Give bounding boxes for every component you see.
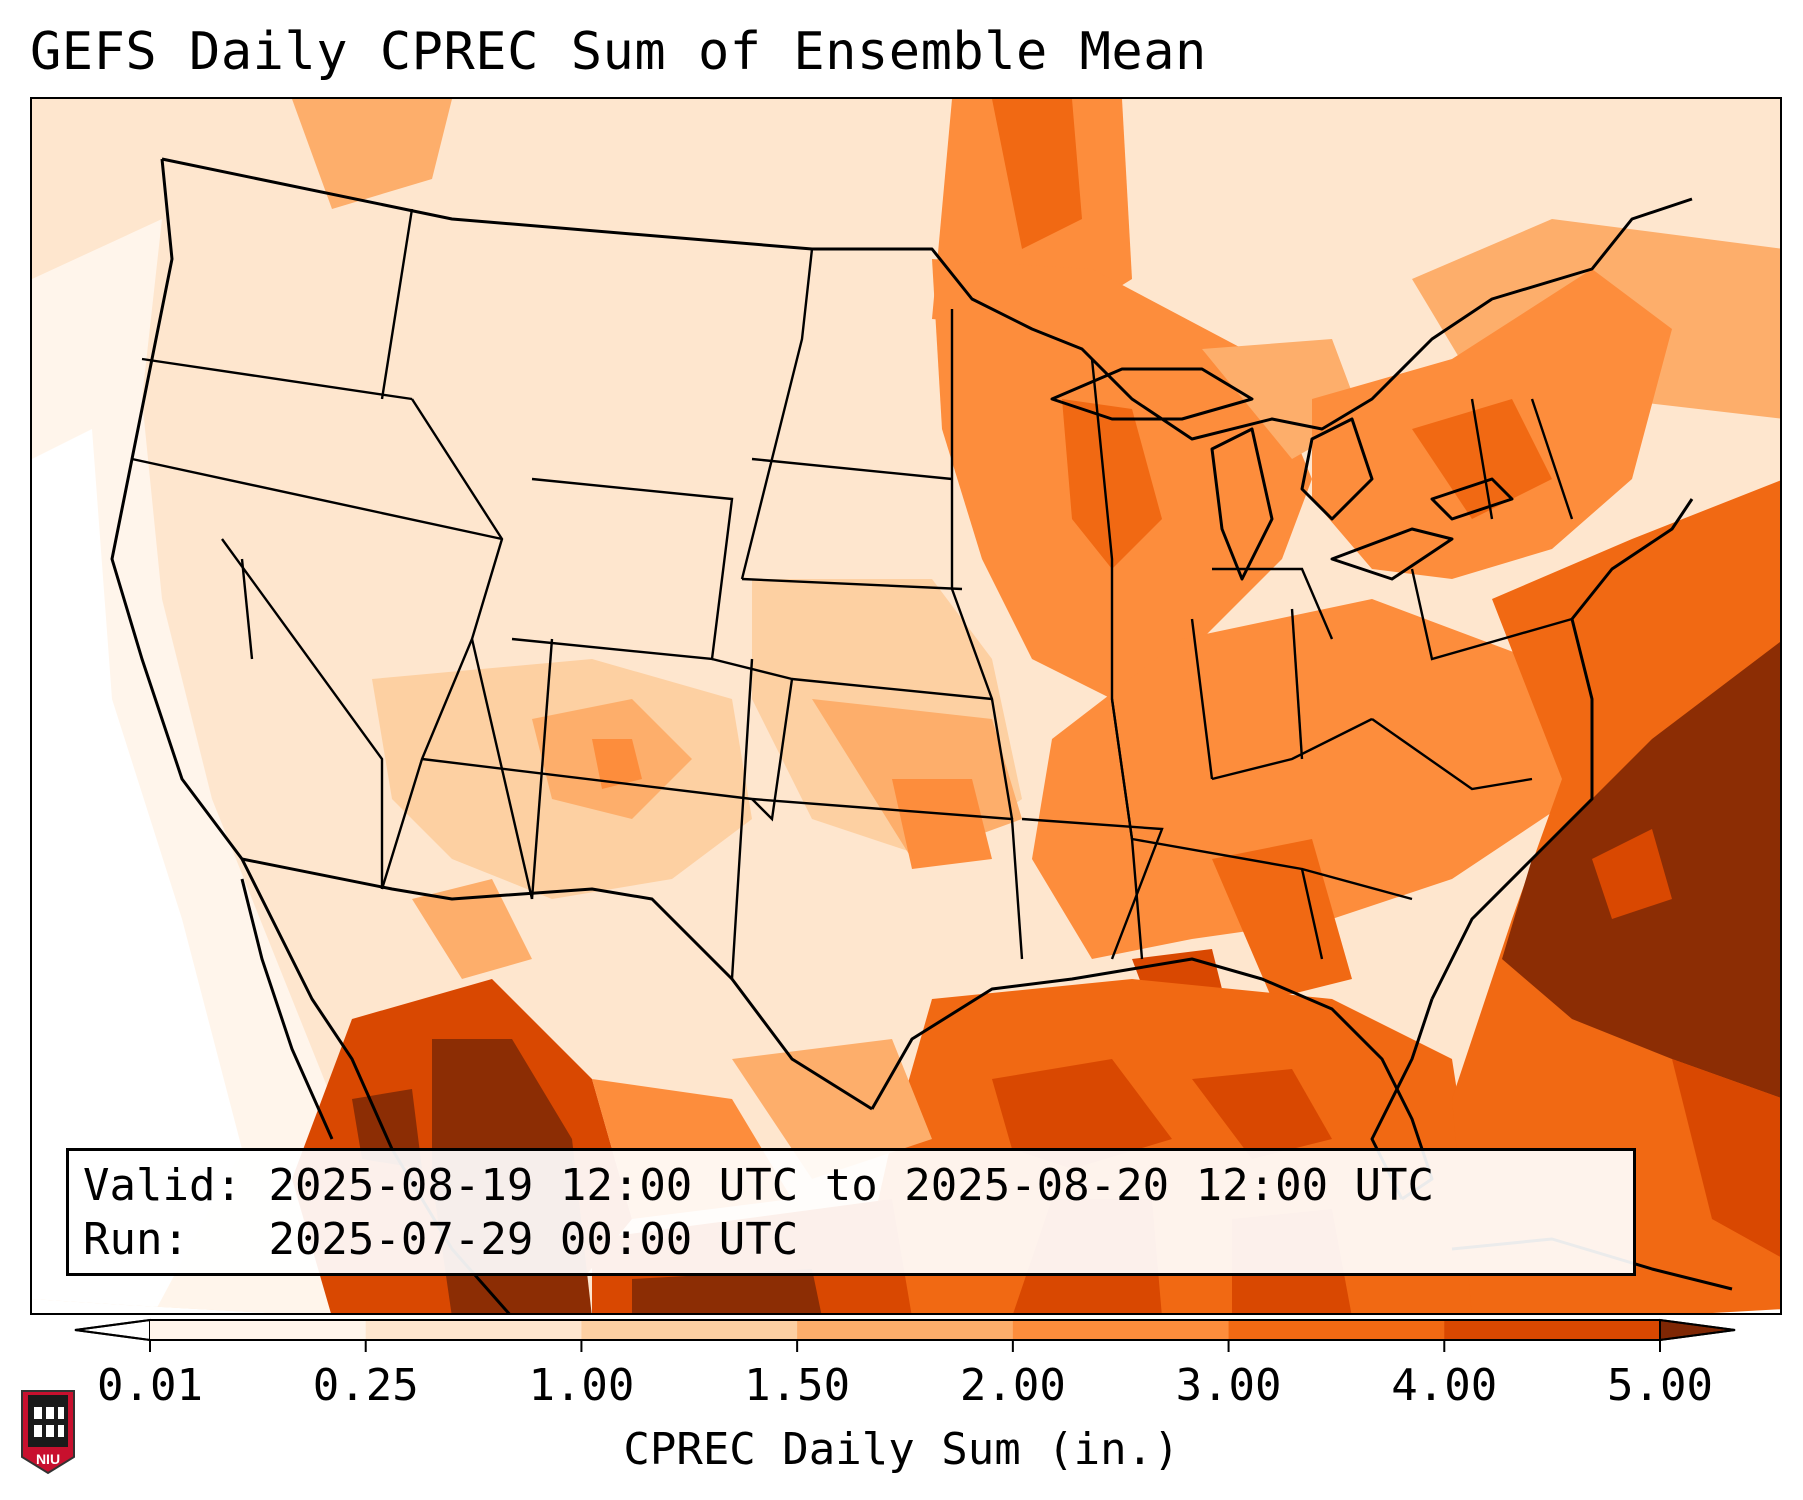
colorbar-segment bbox=[1444, 1320, 1661, 1340]
colorbar-segments bbox=[74, 1318, 1736, 1342]
colorbar-segment bbox=[581, 1320, 798, 1340]
colorbar-tick-label: 1.00 bbox=[528, 1360, 634, 1410]
state-borders bbox=[131, 208, 1574, 980]
colorbar-segment bbox=[1012, 1320, 1230, 1340]
colorbar-tick-label: 4.00 bbox=[1391, 1360, 1497, 1410]
niu-logo-icon: NIU bbox=[21, 1390, 75, 1475]
valid-run-info-box: Valid: 2025-08-19 12:00 UTC to 2025-08-2… bbox=[66, 1148, 1636, 1276]
colorbar-over-arrow bbox=[1659, 1318, 1736, 1342]
precip-map bbox=[30, 97, 1782, 1315]
valid-label: Valid: bbox=[83, 1160, 242, 1211]
colorbar-tick-label: 1.50 bbox=[744, 1360, 850, 1410]
valid-time-range: 2025-08-19 12:00 UTC to 2025-08-20 12:00… bbox=[268, 1160, 1435, 1211]
colorbar-tick-label: 5.00 bbox=[1607, 1360, 1713, 1410]
colorbar-segment bbox=[365, 1320, 582, 1340]
colorbar-ticks bbox=[149, 1340, 1661, 1352]
map-title: GEFS Daily CPREC Sum of Ensemble Mean bbox=[30, 22, 1207, 82]
colorbar-segment bbox=[150, 1320, 367, 1340]
colorbar-under-arrow bbox=[74, 1318, 151, 1342]
svg-text:NIU: NIU bbox=[36, 1451, 60, 1467]
colorbar-label: CPREC Daily Sum (in.) bbox=[623, 1424, 1180, 1475]
run-label: Run: bbox=[83, 1214, 189, 1265]
colorbar-tick-label: 2.00 bbox=[960, 1360, 1066, 1410]
colorbar-tick-label: 0.25 bbox=[313, 1360, 419, 1410]
precip-field bbox=[32, 99, 1780, 1313]
colorbar-tick-label: 3.00 bbox=[1176, 1360, 1282, 1410]
colorbar-segment bbox=[1228, 1320, 1445, 1340]
boundary-lines bbox=[110, 157, 1733, 1313]
colorbar-segment bbox=[797, 1320, 1014, 1340]
colorbar: 0.01 0.25 1.00 1.50 2.00 3.00 4.00 5.00 bbox=[74, 1318, 1736, 1410]
run-time: 2025-07-29 00:00 UTC bbox=[268, 1214, 799, 1265]
colorbar-tick-label: 0.01 bbox=[97, 1360, 203, 1410]
colorbar-tick-labels: 0.01 0.25 1.00 1.50 2.00 3.00 4.00 5.00 bbox=[97, 1360, 1713, 1410]
